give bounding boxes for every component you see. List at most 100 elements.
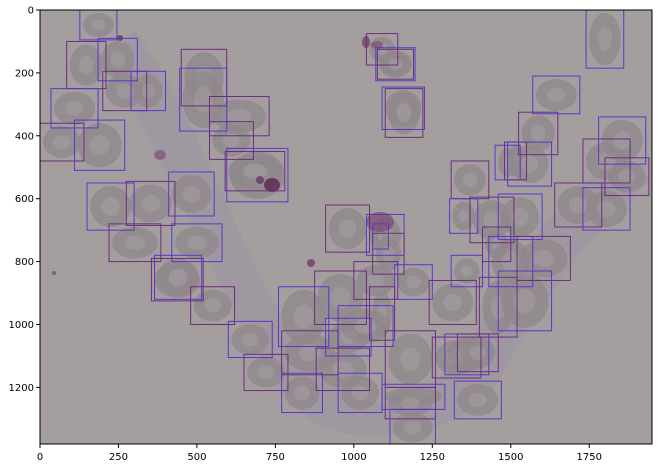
cell-center <box>569 196 588 214</box>
blood-smear-image <box>43 13 652 443</box>
bounding-box <box>394 264 433 300</box>
x-axis: 0 250 500 750 1000 1250 1500 1750 <box>37 444 602 463</box>
bounding-box <box>154 254 203 300</box>
bounding-box <box>130 70 167 112</box>
cell-center <box>597 200 616 218</box>
cell-center <box>186 235 207 250</box>
bounding-box <box>585 10 625 69</box>
bounding-box <box>224 151 286 192</box>
bounding-box <box>456 333 499 373</box>
bounding-box <box>74 119 126 171</box>
axes-frame <box>39 9 653 445</box>
y-tick-label: 600 <box>15 194 34 205</box>
bounding-box <box>372 223 389 250</box>
bounding-box <box>171 223 223 263</box>
bounding-box <box>469 196 515 244</box>
bounding-box <box>86 182 135 231</box>
cell-center <box>483 211 501 229</box>
cell-center <box>400 347 421 371</box>
cell-center <box>388 58 403 70</box>
image-area <box>39 9 653 445</box>
bounding-box <box>375 47 416 82</box>
x-tick-label: 750 <box>266 452 285 463</box>
bounding-box <box>226 147 289 203</box>
cell-center <box>65 100 84 116</box>
bounding-box <box>518 111 559 156</box>
cell-center <box>461 265 473 277</box>
bounding-box <box>488 235 534 288</box>
cell-center <box>443 293 462 312</box>
bounding-box <box>497 193 543 241</box>
cell-center <box>339 219 357 238</box>
cell-center <box>458 209 469 223</box>
bounding-box <box>507 141 553 187</box>
bounding-box <box>108 223 162 263</box>
bounding-boxes <box>40 10 650 444</box>
bounding-box <box>384 88 424 138</box>
cell-center <box>521 155 539 173</box>
bounding-box <box>449 198 479 234</box>
cell-center <box>204 298 222 313</box>
stain-spot <box>366 212 394 232</box>
bounding-box <box>582 187 631 231</box>
bounding-box <box>369 286 396 341</box>
bounding-box <box>150 257 204 302</box>
red-blood-cells <box>43 13 646 443</box>
y-tick-label: 200 <box>15 68 34 79</box>
cell-center <box>597 27 613 51</box>
bounding-box <box>168 171 215 217</box>
x-tick-label: 1500 <box>498 452 523 463</box>
cell-center <box>294 385 310 401</box>
cell-center <box>612 131 632 150</box>
x-tick-label: 1750 <box>577 452 602 463</box>
cell-center <box>241 332 259 347</box>
bounding-box <box>278 286 330 348</box>
cell-center <box>227 108 252 124</box>
bounding-box <box>516 235 571 281</box>
cell-center <box>469 345 486 360</box>
bounding-box <box>598 116 647 165</box>
bounding-box <box>179 67 228 132</box>
bounding-box <box>190 286 236 325</box>
cell-center <box>124 235 146 250</box>
smear-band <box>105 30 652 437</box>
bounding-box <box>325 317 372 357</box>
y-tick-label: 0 <box>28 6 34 17</box>
bounding-box <box>281 372 323 414</box>
cell-center <box>78 55 94 75</box>
cell-center <box>330 287 351 309</box>
cell-center <box>168 268 188 286</box>
bounding-box <box>315 347 371 392</box>
cell-center <box>141 194 161 212</box>
bounding-box <box>227 320 273 359</box>
bounding-box <box>97 37 138 82</box>
cell-center <box>462 172 478 187</box>
x-tick-label: 250 <box>109 452 128 463</box>
cell-center <box>514 288 536 314</box>
x-tick-label: 1000 <box>341 452 366 463</box>
stain-spot <box>154 150 166 160</box>
cell-center <box>141 83 155 99</box>
bounding-box <box>532 75 581 115</box>
bounding-box <box>431 336 482 379</box>
cell-center <box>91 19 106 31</box>
y-tick-label: 1000 <box>9 320 34 331</box>
bounding-box <box>381 86 425 131</box>
cell-center <box>382 245 395 262</box>
bounding-box <box>389 408 436 444</box>
bounding-box <box>450 254 484 288</box>
cell-center <box>354 318 377 334</box>
cell-center <box>89 135 110 156</box>
x-tick-label: 500 <box>187 452 206 463</box>
bounding-box <box>376 48 414 80</box>
bounding-box <box>604 157 650 197</box>
stain-spot <box>256 176 264 184</box>
cell-center <box>468 392 488 408</box>
y-tick-label: 400 <box>15 131 34 142</box>
bounding-box <box>554 182 603 228</box>
bounding-box <box>337 305 394 348</box>
cell-center <box>222 133 240 148</box>
cell-center <box>530 125 546 142</box>
cell-center <box>618 169 636 184</box>
